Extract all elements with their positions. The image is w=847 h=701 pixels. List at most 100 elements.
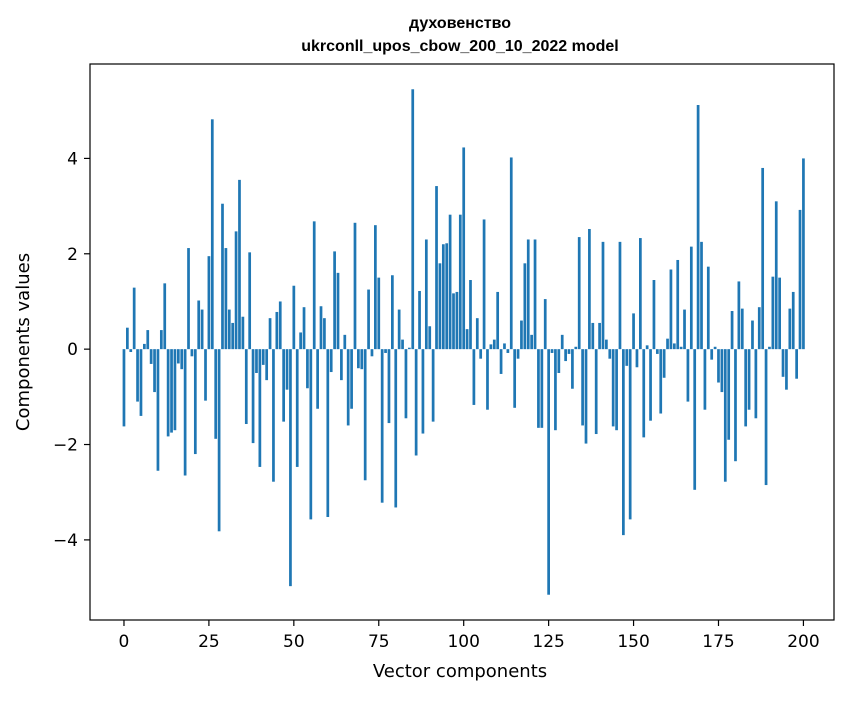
bar-component-40 — [258, 349, 262, 467]
bar-component-195 — [785, 349, 788, 390]
bar-component-166 — [686, 349, 690, 402]
bar-component-10 — [156, 349, 160, 471]
bar-component-135 — [581, 349, 584, 426]
bar-component-136 — [584, 349, 588, 444]
y-tick-label: 2 — [67, 245, 78, 265]
bar-component-128 — [557, 349, 561, 373]
bar-component-139 — [594, 349, 598, 435]
bar-component-97 — [452, 293, 455, 350]
y-tick-label: −4 — [53, 531, 78, 551]
bar-component-60 — [326, 349, 330, 517]
bar-component-21 — [193, 349, 197, 455]
bar-component-91 — [431, 349, 435, 422]
bar-component-64 — [340, 349, 343, 381]
axes-group: 0 25 50 75 100 125 150 175 200 −4 −2 0 2 4 — [53, 63, 835, 652]
y-tick-label: −2 — [53, 436, 78, 456]
bar-component-100 — [462, 147, 466, 350]
bar-component-138 — [591, 322, 595, 350]
bar-component-141 — [601, 241, 605, 350]
bar-component-20 — [190, 349, 194, 357]
bar-component-168 — [693, 349, 697, 490]
bar-component-0 — [122, 349, 126, 427]
bar-component-148 — [625, 349, 629, 366]
bar-component-8 — [149, 349, 153, 364]
bar-component-111 — [499, 349, 503, 374]
bar-component-65 — [343, 334, 347, 350]
x-tick-label: 125 — [532, 632, 564, 652]
x-tick-label: 0 — [119, 632, 130, 652]
bar-component-133 — [574, 346, 578, 350]
bar-component-62 — [333, 251, 336, 350]
bar-component-29 — [221, 203, 224, 350]
bar-component-183 — [744, 349, 748, 427]
bar-component-181 — [737, 281, 741, 350]
x-tick-label: 175 — [702, 632, 734, 652]
bar-component-198 — [795, 349, 798, 379]
bar-component-140 — [598, 322, 601, 350]
bar-component-93 — [438, 263, 442, 350]
x-axis-label: Vector components — [373, 661, 547, 682]
bar-component-182 — [740, 308, 744, 350]
bar-component-57 — [316, 349, 319, 409]
x-tick-label: 25 — [198, 632, 220, 652]
bar-component-143 — [608, 349, 612, 359]
bar-component-123 — [540, 349, 544, 428]
bar-component-13 — [166, 349, 170, 437]
bar-component-47 — [282, 349, 285, 422]
bar-component-71 — [363, 349, 367, 481]
bar-component-61 — [329, 349, 333, 373]
bar-component-130 — [564, 349, 567, 362]
bar-component-199 — [798, 209, 802, 350]
bar-component-95 — [445, 243, 449, 350]
bar-component-58 — [319, 306, 323, 350]
bar-component-76 — [380, 349, 384, 503]
bar-component-49 — [289, 349, 292, 587]
bar-component-156 — [652, 280, 656, 350]
bar-component-163 — [676, 259, 680, 350]
bar-component-39 — [255, 349, 258, 373]
bars-group — [122, 89, 805, 595]
bar-component-41 — [261, 349, 265, 365]
bar-component-175 — [717, 349, 720, 383]
bar-component-176 — [720, 349, 724, 393]
bar-component-12 — [163, 283, 167, 350]
bar-component-90 — [428, 326, 432, 350]
bar-component-32 — [231, 322, 235, 350]
bar-component-9 — [153, 349, 156, 393]
bar-component-82 — [401, 339, 404, 350]
bar-component-152 — [639, 238, 642, 350]
y-axis-label: Components values — [13, 253, 34, 431]
x-tick-label: 75 — [368, 632, 390, 652]
bar-component-117 — [520, 320, 523, 350]
bar-component-144 — [611, 349, 615, 427]
bar-component-6 — [143, 343, 146, 350]
bar-component-180 — [734, 349, 737, 462]
bar-component-104 — [475, 318, 479, 350]
bar-component-88 — [421, 349, 425, 434]
bar-component-193 — [778, 277, 781, 350]
bar-component-103 — [472, 349, 476, 405]
bar-component-24 — [204, 349, 207, 401]
bar-component-25 — [207, 256, 211, 350]
bar-component-112 — [503, 343, 506, 350]
bar-component-92 — [435, 186, 438, 350]
bar-component-119 — [526, 239, 530, 350]
bar-component-146 — [618, 241, 622, 350]
bar-component-99 — [458, 214, 462, 350]
bar-component-154 — [645, 345, 649, 350]
bar-component-14 — [170, 349, 173, 433]
bar-component-169 — [696, 105, 700, 350]
bar-component-85 — [411, 89, 415, 350]
bar-component-59 — [323, 318, 326, 350]
bar-component-94 — [441, 244, 445, 350]
bar-component-3 — [132, 287, 136, 350]
bar-component-189 — [764, 349, 768, 486]
x-tick-label: 150 — [617, 632, 649, 652]
bar-component-157 — [655, 349, 659, 354]
bar-component-54 — [306, 349, 309, 389]
bar-component-73 — [370, 349, 374, 357]
bar-component-185 — [751, 320, 754, 350]
bar-component-51 — [295, 349, 299, 467]
